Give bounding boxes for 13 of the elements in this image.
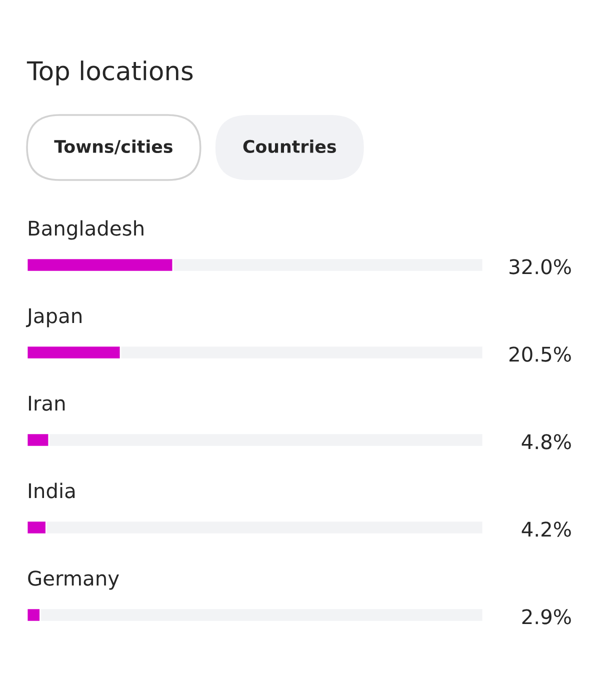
data-label: 20.5% (510, 346, 571, 362)
data-label: 4.2% (522, 522, 571, 537)
text: Countries (243, 140, 336, 154)
y-tick-label: Iran (28, 396, 65, 411)
data-label: 2.9% (522, 609, 571, 624)
y-tick-label: India (28, 482, 75, 498)
data-label: 32.0% (510, 259, 571, 274)
data-label: 4.8% (522, 434, 571, 450)
y-tick-label: Germany (28, 570, 119, 590)
y-tick-label: Bangladesh (28, 220, 144, 240)
y-tick-label: Japan (26, 308, 82, 328)
text: Towns/cities (54, 140, 172, 154)
chart-title: Top locations (26, 60, 193, 86)
